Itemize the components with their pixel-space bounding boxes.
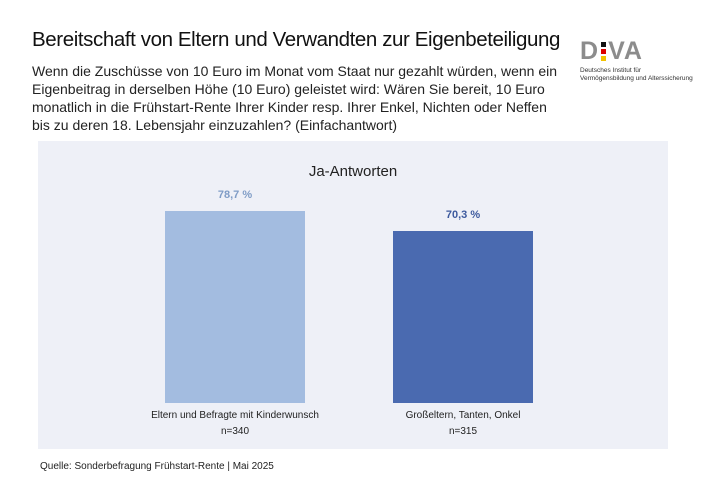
bar-0 [165,210,305,403]
page-title: Bereitschaft von Eltern und Verwandten z… [32,28,560,51]
value-label: 70,3 % [445,209,481,222]
category-label: Großeltern, Tanten, Onkel n=315 [353,408,573,440]
value-label: 78,7 % [217,188,253,201]
sample-size: n=315 [448,426,478,437]
logo-line1: Deutsches Institut für [580,67,642,74]
category-label: Eltern und Befragte mit Kinderwunsch n=34… [125,408,345,440]
question-text: Wenn die Zuschüsse von 10 Euro im Monat … [32,63,558,133]
category-name: Eltern und Befragte mit Kinderwunsch [151,410,319,421]
chart-panel: Ja-Antworten 78,7 % Eltern und Befragte m… [38,141,668,449]
chart-title: Ja-Antworten [308,163,398,180]
bar-1 [393,231,533,403]
flag-icon [601,42,607,61]
category-name: Großeltern, Tanten, Onkel [405,410,521,421]
source-note: Quelle: Sonderbefragung Frühstart-Rente … [40,461,274,472]
diva-logo: D VA Deutsches Institut für Vermögensbild… [580,37,693,82]
logo-line2: Vermögensbildung und Alterssicherung [580,75,693,82]
sample-size: n=340 [220,426,250,437]
